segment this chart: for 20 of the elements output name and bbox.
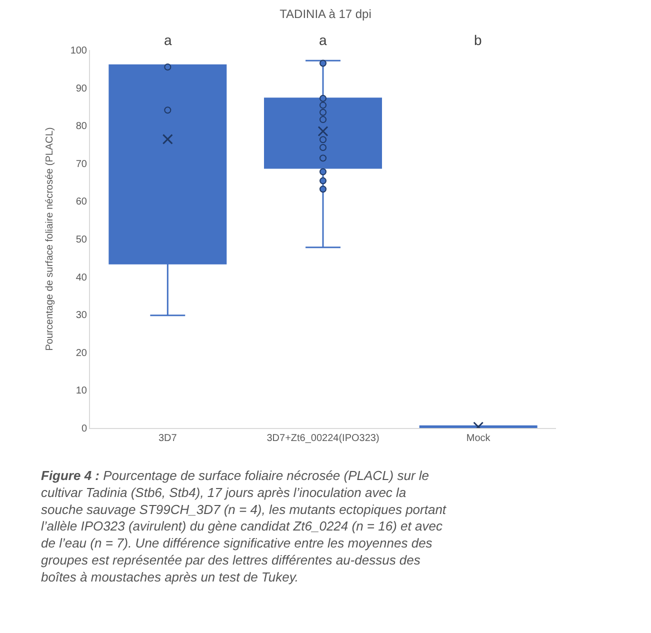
y-tick-label: 60 xyxy=(76,196,88,208)
y-tick-label: 10 xyxy=(76,386,88,397)
text: a xyxy=(319,32,327,48)
y-tick-label: 70 xyxy=(76,158,88,170)
x-tick-label: 3D7+Zt6_00224(IPO323) xyxy=(266,433,380,444)
y-tick-label: 100 xyxy=(70,46,88,56)
text: b xyxy=(474,32,482,48)
y-tick-label: 40 xyxy=(76,272,88,284)
caption: Figure 4 : xyxy=(41,468,100,483)
chart-title: TADINIA à 17 dpi xyxy=(280,6,372,21)
y-tick-label: 30 xyxy=(76,310,88,322)
y-axis-title: Pourcentage de surface foliaire nécrosée (PLACL) xyxy=(44,127,56,351)
y-tick-label: 90 xyxy=(76,83,88,94)
y-tick-label: 80 xyxy=(76,121,88,132)
y-tick-label: 20 xyxy=(76,348,88,359)
y-tick-label: 0 xyxy=(81,424,88,434)
x-tick-label: 3D7 xyxy=(158,433,178,444)
text: a xyxy=(164,32,172,48)
x-tick-label: Mock xyxy=(466,433,492,444)
y-tick-label: 50 xyxy=(76,234,88,246)
